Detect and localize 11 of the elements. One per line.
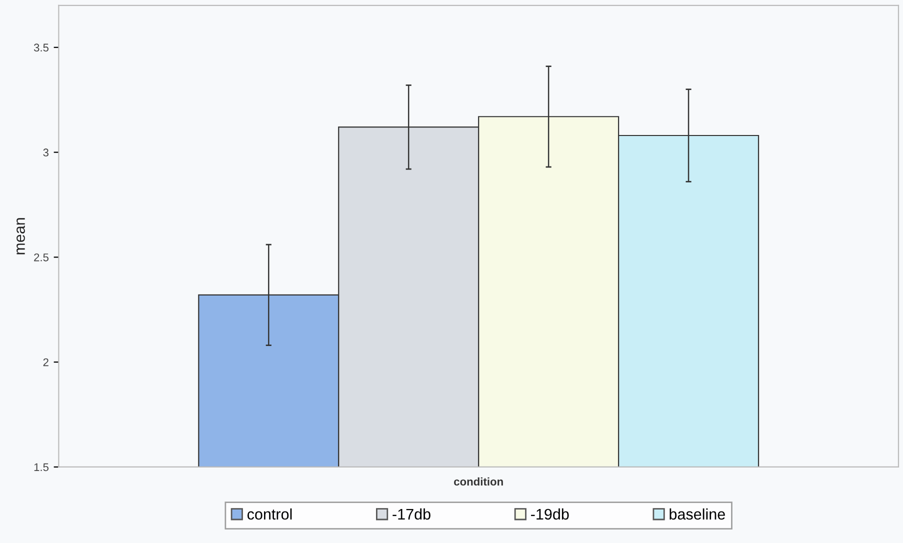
y-tick-label: 3 bbox=[43, 148, 48, 156]
legend-label: baseline bbox=[670, 508, 725, 520]
y-tick-label: 2 bbox=[43, 358, 48, 366]
x-axis-title: condition bbox=[454, 477, 503, 486]
legend-label: control bbox=[247, 508, 292, 520]
y-tick-label: 2.5 bbox=[34, 253, 49, 262]
y-axis-title: mean bbox=[16, 218, 25, 254]
y-tick-label: 3.5 bbox=[34, 44, 49, 52]
legend-label: -19db bbox=[531, 508, 569, 520]
y-tick-label: 1.5 bbox=[34, 463, 49, 472]
legend-label: -17db bbox=[392, 508, 430, 520]
